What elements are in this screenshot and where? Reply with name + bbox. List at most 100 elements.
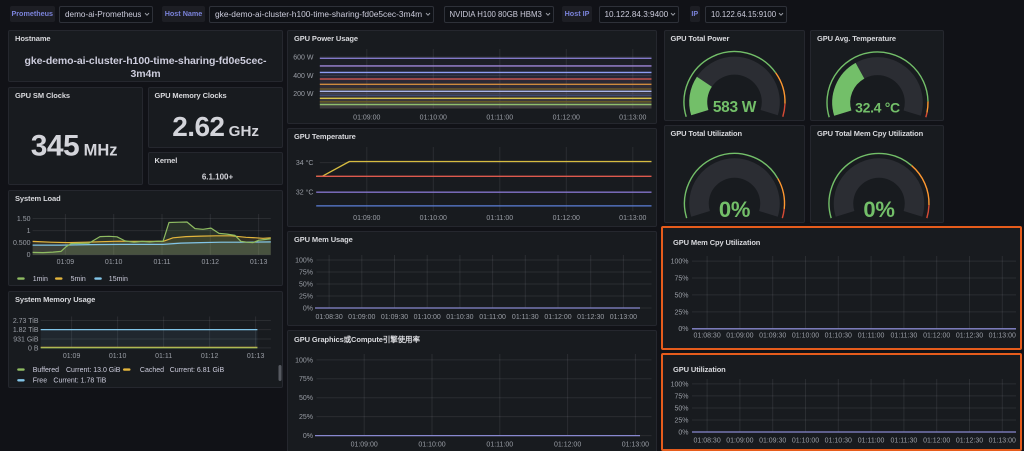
svg-text:100%: 100% [671,381,689,388]
svg-text:01:10:30: 01:10:30 [825,437,852,444]
svg-text:01:12: 01:12 [201,353,219,360]
svg-text:01:09:30: 01:09:30 [381,314,408,321]
svg-text:0%: 0% [863,197,894,222]
svg-text:01:10:00: 01:10:00 [420,114,447,121]
svg-text:01:09:00: 01:09:00 [353,215,380,222]
svg-text:01:09:00: 01:09:00 [726,333,753,340]
svg-text:01:11:00: 01:11:00 [858,333,885,340]
svg-text:01:10:00: 01:10:00 [792,333,819,340]
svg-text:0%: 0% [678,429,688,436]
svg-text:01:11:00: 01:11:00 [486,215,513,222]
svg-text:01:11:30: 01:11:30 [891,333,918,340]
svg-text:0%: 0% [718,197,749,222]
svg-text:1.82 TiB: 1.82 TiB [13,327,39,334]
svg-text:0%: 0% [678,326,688,333]
svg-text:01:09:00: 01:09:00 [351,441,378,448]
svg-text:01:09: 01:09 [63,353,81,360]
svg-text:6.1.100+: 6.1.100+ [201,172,233,181]
svg-text:32.4 °C: 32.4 °C [855,100,900,116]
svg-text:583 W: 583 W [712,99,756,116]
svg-text:50%: 50% [674,292,688,299]
svg-text:01:08:30: 01:08:30 [693,437,720,444]
svg-text:01:12:00: 01:12:00 [923,333,950,340]
svg-text:25%: 25% [674,309,688,316]
svg-text:01:08:30: 01:08:30 [693,333,720,340]
svg-text:0.500: 0.500 [13,240,31,247]
svg-text:600 W: 600 W [293,54,314,61]
svg-text:100%: 100% [295,357,313,364]
svg-text:01:11: 01:11 [154,259,171,266]
svg-text:400 W: 400 W [293,73,314,80]
svg-text:Free: Free [33,378,48,385]
svg-text:01:08:30: 01:08:30 [315,314,342,321]
svg-text:75%: 75% [299,269,313,276]
svg-text:01:11:00: 01:11:00 [486,114,513,121]
svg-text:01:09:30: 01:09:30 [759,437,786,444]
svg-text:0 B: 0 B [28,345,39,352]
svg-text:01:13: 01:13 [250,259,268,266]
svg-text:01:12: 01:12 [202,259,220,266]
svg-text:5min: 5min [71,276,86,283]
svg-text:01:09:30: 01:09:30 [759,333,786,340]
svg-text:01:13:00: 01:13:00 [622,441,649,448]
svg-text:01:09:00: 01:09:00 [348,314,375,321]
svg-text:Current: 6.81 GiB: Current: 6.81 GiB [170,367,225,374]
svg-text:01:09: 01:09 [57,259,75,266]
svg-text:50%: 50% [674,405,688,412]
svg-text:50%: 50% [299,395,313,402]
svg-text:01:11:30: 01:11:30 [891,437,918,444]
svg-text:50%: 50% [299,281,313,288]
svg-text:75%: 75% [299,376,313,383]
svg-text:01:10:00: 01:10:00 [418,441,445,448]
svg-text:01:10: 01:10 [109,353,127,360]
svg-text:01:12:00: 01:12:00 [923,437,950,444]
svg-text:01:12:00: 01:12:00 [554,441,581,448]
svg-text:Cached: Cached [140,367,164,374]
svg-text:32 °C: 32 °C [296,189,314,197]
svg-text:345 MHz: 345 MHz [31,130,118,163]
svg-text:75%: 75% [674,393,688,400]
svg-text:200 W: 200 W [293,91,314,98]
svg-text:01:11:00: 01:11:00 [486,441,513,448]
svg-text:01:11: 01:11 [155,353,172,360]
svg-text:15min: 15min [109,276,128,283]
svg-text:2.62 GHz: 2.62 GHz [172,111,259,142]
svg-text:Current: 1.78 TiB: Current: 1.78 TiB [53,378,106,385]
svg-text:931 GiB: 931 GiB [13,336,39,343]
svg-text:0%: 0% [303,305,313,312]
svg-text:1: 1 [27,228,31,235]
svg-text:100%: 100% [295,257,313,264]
svg-text:01:10:30: 01:10:30 [825,333,852,340]
svg-text:01:12:30: 01:12:30 [956,437,983,444]
svg-text:01:11:00: 01:11:00 [479,314,506,321]
svg-text:Buffered: Buffered [33,367,59,374]
svg-text:01:13: 01:13 [247,353,265,360]
svg-text:2.73 TiB: 2.73 TiB [13,318,39,325]
svg-text:75%: 75% [674,275,688,282]
svg-text:0%: 0% [303,433,313,440]
svg-text:01:10:30: 01:10:30 [446,314,473,321]
svg-text:01:12:00: 01:12:00 [553,215,580,222]
svg-text:01:10: 01:10 [105,259,123,266]
svg-text:01:13:00: 01:13:00 [610,314,637,321]
svg-text:01:11:00: 01:11:00 [858,437,885,444]
svg-text:1min: 1min [33,276,48,283]
svg-text:34 °C: 34 °C [296,159,314,167]
svg-text:01:12:30: 01:12:30 [956,333,983,340]
svg-text:01:13:00: 01:13:00 [989,333,1016,340]
svg-text:01:13:00: 01:13:00 [619,114,646,121]
svg-text:01:09:00: 01:09:00 [726,437,753,444]
svg-text:01:11:30: 01:11:30 [512,314,539,321]
svg-text:01:12:00: 01:12:00 [553,114,580,121]
svg-text:25%: 25% [299,293,313,300]
svg-text:01:13:00: 01:13:00 [619,215,646,222]
svg-text:01:10:00: 01:10:00 [420,215,447,222]
svg-text:1.50: 1.50 [17,216,31,223]
svg-text:100%: 100% [671,259,689,266]
svg-text:01:13:00: 01:13:00 [989,437,1016,444]
svg-text:25%: 25% [299,414,313,421]
svg-text:01:12:00: 01:12:00 [544,314,571,321]
svg-text:01:10:00: 01:10:00 [414,314,441,321]
svg-text:25%: 25% [674,417,688,424]
svg-text:0: 0 [27,252,31,259]
